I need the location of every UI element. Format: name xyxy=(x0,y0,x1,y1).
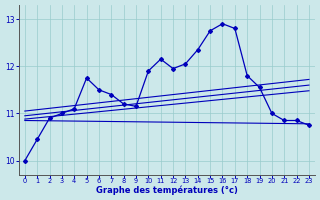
X-axis label: Graphe des températures (°c): Graphe des températures (°c) xyxy=(96,186,238,195)
